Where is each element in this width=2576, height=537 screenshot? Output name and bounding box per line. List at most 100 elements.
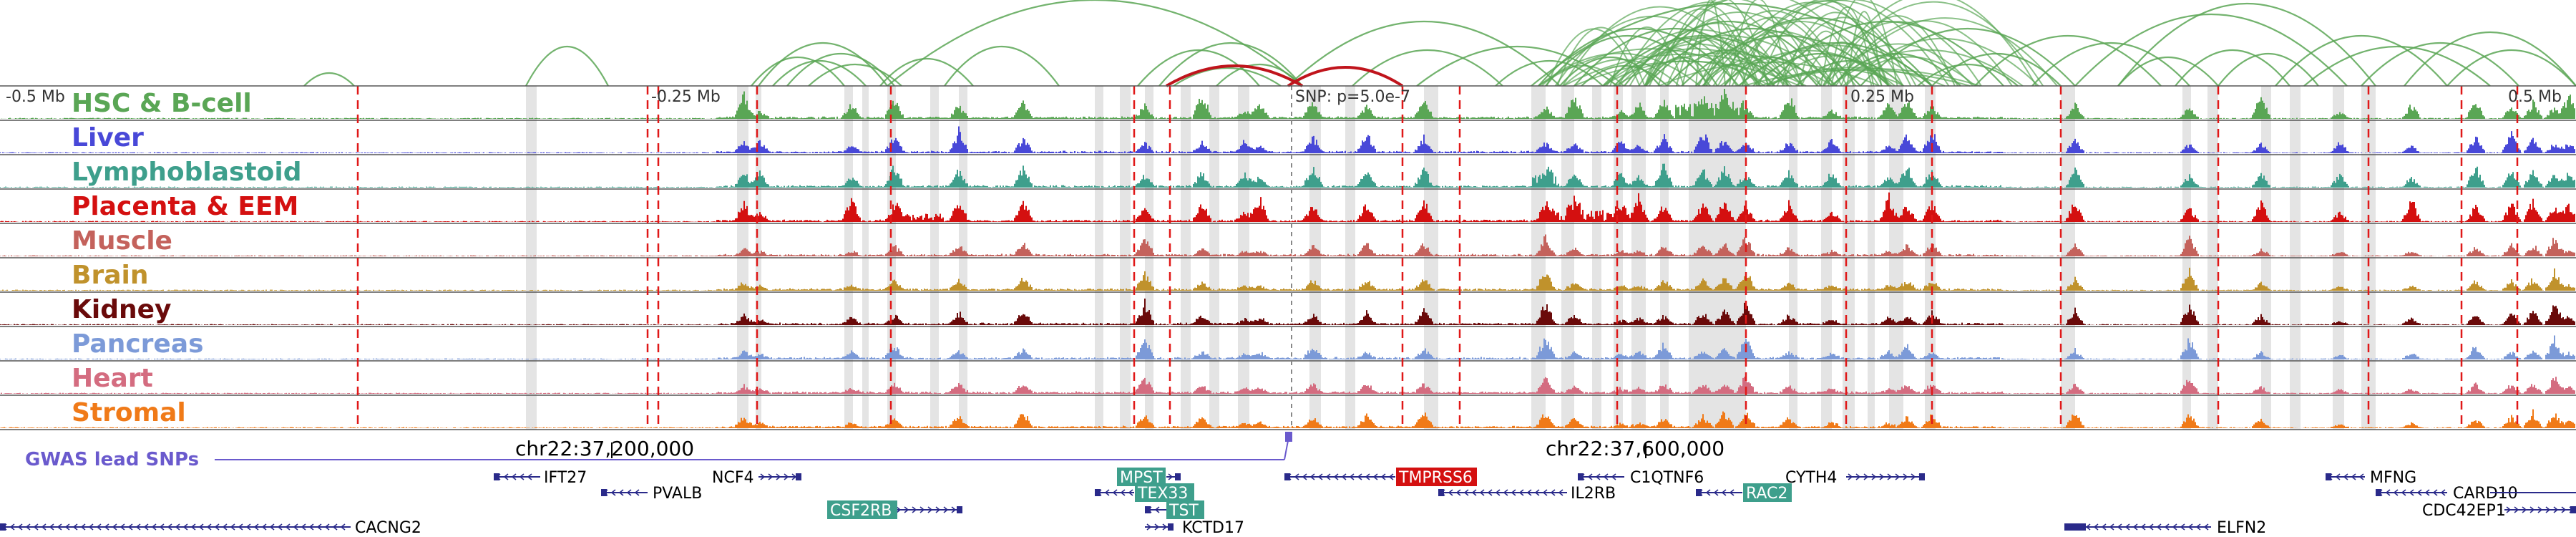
interaction-arc — [1173, 67, 1282, 87]
gene-strand-arrow — [9, 523, 15, 531]
gene-strand-arrow — [1611, 473, 1616, 480]
gene-strand-arrow — [2156, 523, 2162, 531]
interaction-arc — [1731, 0, 1917, 87]
track-kidney — [0, 298, 2576, 327]
gene-label: TEX33 — [1137, 485, 1188, 503]
gene-strand-arrow — [206, 523, 212, 531]
gene-csf2rb: CSF2RB — [827, 500, 962, 520]
track-signal — [0, 234, 2575, 256]
gene-strand-arrow — [2351, 473, 2356, 480]
snp-arc — [1287, 66, 1404, 87]
gene-strand-arrow — [214, 523, 220, 531]
track-signal — [0, 163, 2575, 188]
track-brain — [0, 267, 2576, 293]
gene-strand-arrow — [1855, 473, 1861, 480]
gene-strand-arrow — [190, 523, 196, 531]
gene-label: KCTD17 — [1182, 519, 1244, 537]
interaction-arc — [1617, 1, 1804, 87]
gene-strand-arrow — [1341, 473, 1347, 480]
gene-label: C1QTNF6 — [1630, 469, 1704, 487]
gene-kctd17: KCTD17 — [1145, 519, 1244, 537]
gene-strand-arrow — [1713, 489, 1719, 496]
gene-strand-arrow — [72, 523, 78, 531]
gene-strand-arrow — [935, 506, 941, 513]
gene-strand-arrow — [1911, 473, 1916, 480]
coordinate-label: chr22:37,600,000 — [1546, 437, 1724, 460]
track-muscle — [0, 234, 2576, 258]
gene-label: CDC42EP1 — [2422, 502, 2506, 520]
gene-strand-arrow — [175, 523, 180, 531]
gene-strand-arrow — [1162, 523, 1168, 531]
gene-strand-arrow — [1895, 473, 1901, 480]
gene-strand-arrow — [1333, 473, 1339, 480]
gene-strand-arrow — [1309, 473, 1315, 480]
interaction-arc — [1738, 44, 1926, 87]
interaction-arc — [1767, 21, 2004, 87]
track-signal — [0, 409, 2575, 428]
interaction-arc — [1562, 6, 1758, 87]
gene-exon — [1175, 473, 1181, 480]
gene-strand-arrow — [626, 489, 632, 496]
gene-ncf4: NCF4 — [712, 469, 801, 487]
gene-strand-arrow — [2140, 523, 2146, 531]
gene-strand-arrow — [1879, 473, 1885, 480]
gene-strand-arrow — [80, 523, 86, 531]
gene-exon — [1168, 523, 1174, 531]
gene-strand-arrow — [104, 523, 109, 531]
gene-strand-arrow — [2085, 523, 2091, 531]
gene-highlight-box — [1743, 483, 1792, 502]
gene-highlight-box — [1396, 468, 1477, 486]
gene-strand-arrow — [57, 523, 62, 531]
gene-strand-arrow — [1887, 473, 1893, 480]
track-label: Lymphoblastoid — [72, 158, 302, 187]
gene-cacng2: CACNG2 — [0, 519, 421, 537]
gene-strand-arrow — [2164, 523, 2170, 531]
interaction-arc — [2117, 56, 2219, 87]
gene-strand-arrow — [2545, 506, 2551, 513]
gene-strand-arrow — [511, 473, 517, 480]
gene-strand-arrow — [277, 523, 283, 531]
gene-strand-arrow — [222, 523, 228, 531]
gene-strand-arrow — [198, 523, 204, 531]
gene-strand-arrow — [1365, 473, 1370, 480]
gene-strand-arrow — [2529, 506, 2535, 513]
gene-strand-arrow — [1357, 473, 1362, 480]
gene-strand-arrow — [2187, 523, 2193, 531]
interaction-arc — [1216, 64, 1303, 87]
gene-strand-arrow — [768, 473, 774, 480]
gene-strand-arrow — [618, 489, 624, 496]
gene-label: MFNG — [2370, 469, 2416, 487]
gene-exon — [1284, 473, 1290, 480]
track-signal — [0, 267, 2575, 291]
gene-strand-arrow — [1302, 473, 1307, 480]
track-placenta-eem — [0, 192, 2576, 224]
gene-strand-arrow — [2409, 489, 2414, 496]
interaction-arc — [303, 72, 355, 87]
interaction-arc — [1158, 42, 1303, 87]
interaction-arc — [2117, 3, 2376, 87]
gene-strand-arrow — [1705, 489, 1711, 496]
tissue-tracks — [0, 89, 2576, 430]
gene-strand-arrow — [919, 506, 925, 513]
gene-strand-arrow — [1349, 473, 1355, 480]
gene-strand-arrow — [1471, 489, 1477, 496]
gene-exon — [494, 473, 499, 480]
gene-exon — [2570, 506, 2576, 513]
snp-arc — [1165, 64, 1304, 87]
gene-strand-arrow — [1146, 523, 1152, 531]
gene-strand-arrow — [285, 523, 291, 531]
gene-exon — [1696, 489, 1702, 496]
interaction-arc — [1614, 37, 1785, 87]
gene-strand-arrow — [143, 523, 149, 531]
interaction-arc — [1603, 48, 1788, 87]
interaction-arc — [1648, 0, 1822, 87]
gene-strand-arrow — [2172, 523, 2177, 531]
scale-label: -0.25 Mb — [651, 88, 721, 106]
interaction-arc — [2404, 32, 2576, 87]
interaction-arc — [772, 59, 867, 87]
gene-il2rb: IL2RB — [1438, 485, 1616, 503]
interaction-arc — [1495, 59, 1604, 87]
track-heart — [0, 377, 2576, 396]
track-label: Stromal — [72, 398, 186, 427]
gene-card10: CARD10 — [2376, 485, 2518, 503]
